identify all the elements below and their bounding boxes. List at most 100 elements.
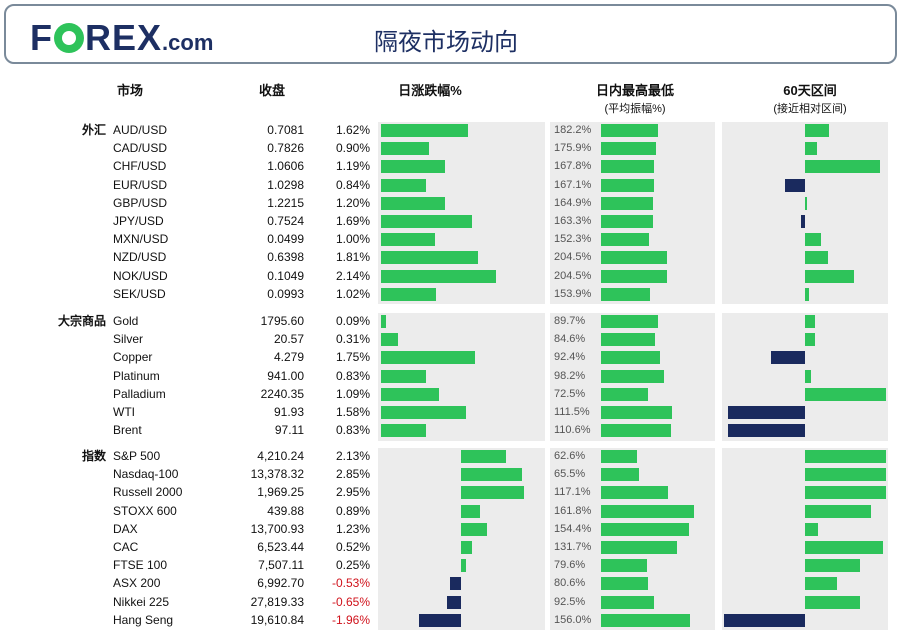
range-bar (601, 522, 690, 536)
range-bar (601, 595, 655, 609)
range-bar (601, 577, 648, 591)
group-label: 外汇 (81, 123, 106, 137)
close-value: 7,507.11 (258, 558, 304, 573)
range-bar (601, 251, 667, 265)
change-pct: 0.25% (335, 558, 370, 573)
sixty-day-bar (805, 269, 854, 283)
sixty-day-bar (805, 468, 886, 482)
logo-com: .com (162, 30, 214, 55)
range-bar (601, 406, 673, 419)
range-bar (601, 486, 669, 500)
change-pct: 0.89% (335, 503, 370, 518)
logo-o-icon (54, 23, 84, 53)
change-bar (461, 522, 488, 536)
close-value: 0.0993 (267, 286, 304, 301)
market-name: DAX (113, 521, 138, 536)
col-header-sixty-day: 60天区间 (783, 83, 837, 98)
avg-range-pct: 62.6% (554, 450, 586, 462)
avg-range-pct: 152.3% (554, 233, 592, 246)
avg-range-pct: 117.1% (554, 486, 591, 499)
avg-range-pct: 164.9% (554, 196, 592, 209)
sixty-day-bar (770, 351, 805, 365)
close-value: 27,819.33 (250, 594, 304, 609)
change-bar (381, 424, 426, 438)
market-name: Russell 2000 (113, 485, 183, 500)
avg-range-pct: 79.6% (554, 559, 586, 572)
forex-logo: F REX.com (30, 18, 213, 63)
avg-range-pct: 154.4% (554, 522, 592, 535)
market-name: Hang Seng (113, 612, 174, 627)
close-value: 0.1049 (267, 268, 304, 283)
range-bar (601, 351, 660, 365)
col-header-close: 收盘 (258, 83, 285, 98)
range-bar (601, 387, 648, 401)
sixty-day-bar (805, 251, 828, 265)
close-value: 1,969.25 (257, 485, 304, 500)
change-bar (449, 577, 461, 591)
avg-range-pct: 98.2% (554, 369, 586, 382)
close-value: 4.279 (273, 350, 304, 365)
market-name: EUR/USD (113, 177, 168, 192)
close-value: 91.93 (273, 405, 304, 419)
range-bar (601, 541, 677, 554)
change-bar (381, 251, 479, 265)
range-bar (601, 215, 654, 228)
avg-range-pct: 204.5% (554, 251, 592, 264)
close-value: 13,700.93 (250, 521, 304, 536)
range-bar (601, 160, 655, 174)
group-label: 大宗商品 (57, 314, 106, 328)
avg-range-pct: 153.9% (554, 287, 592, 300)
logo-letter-f: F (30, 17, 53, 58)
change-pct: 1.20% (335, 195, 370, 210)
close-value: 0.0499 (267, 232, 304, 247)
market-name: SEK/USD (113, 286, 166, 301)
change-pct: -0.53% (331, 576, 370, 591)
market-name: Palladium (113, 386, 166, 401)
close-value: 19,610.84 (250, 612, 304, 627)
avg-range-pct: 92.5% (554, 595, 586, 608)
market-name: Brent (113, 423, 142, 438)
sixty-day-bar (805, 387, 886, 401)
market-name: STOXX 600 (113, 503, 177, 518)
sixty-day-bar (805, 287, 810, 301)
market-name: GBP/USD (113, 195, 168, 210)
range-bar (601, 450, 638, 463)
change-bar (381, 142, 430, 156)
sixty-day-bar (805, 559, 861, 573)
change-pct: 0.52% (335, 540, 370, 554)
avg-range-pct: 111.5% (554, 406, 590, 418)
col-header-market: 市场 (116, 83, 143, 98)
market-name: Gold (113, 314, 139, 328)
range-bar (601, 369, 664, 383)
range-bar (601, 124, 658, 137)
close-value: 0.7826 (267, 141, 304, 156)
change-pct: 1.69% (335, 214, 370, 228)
range-bar (601, 142, 657, 156)
change-bar (461, 468, 522, 482)
change-bar (419, 613, 461, 627)
avg-range-pct: 110.6% (554, 424, 591, 437)
avg-range-pct: 156.0% (554, 613, 592, 626)
change-bar (381, 124, 468, 137)
sixty-day-bar (724, 613, 805, 627)
change-bar (381, 387, 440, 401)
sixty-day-bar (805, 369, 812, 383)
change-bar (381, 196, 446, 210)
col-subheader-sixty-day: (接近相对区间) (773, 103, 847, 115)
market-name: S&P 500 (113, 449, 161, 463)
sixty-day-bar (805, 142, 818, 156)
avg-range-pct: 131.7% (554, 541, 592, 553)
change-bar (461, 504, 480, 518)
sixty-day-bar (784, 178, 805, 192)
market-name: NZD/USD (113, 250, 167, 265)
change-pct: 2.14% (335, 268, 370, 283)
change-bar (381, 287, 436, 301)
close-value: 439.88 (267, 503, 304, 518)
change-pct: -1.96% (331, 612, 370, 627)
avg-range-pct: 80.6% (554, 577, 586, 590)
change-pct: -0.65% (331, 594, 370, 609)
range-bar (601, 333, 656, 347)
avg-range-pct: 72.5% (554, 387, 586, 400)
sixty-day-bar (805, 504, 872, 518)
market-name: Nikkei 225 (113, 594, 170, 609)
